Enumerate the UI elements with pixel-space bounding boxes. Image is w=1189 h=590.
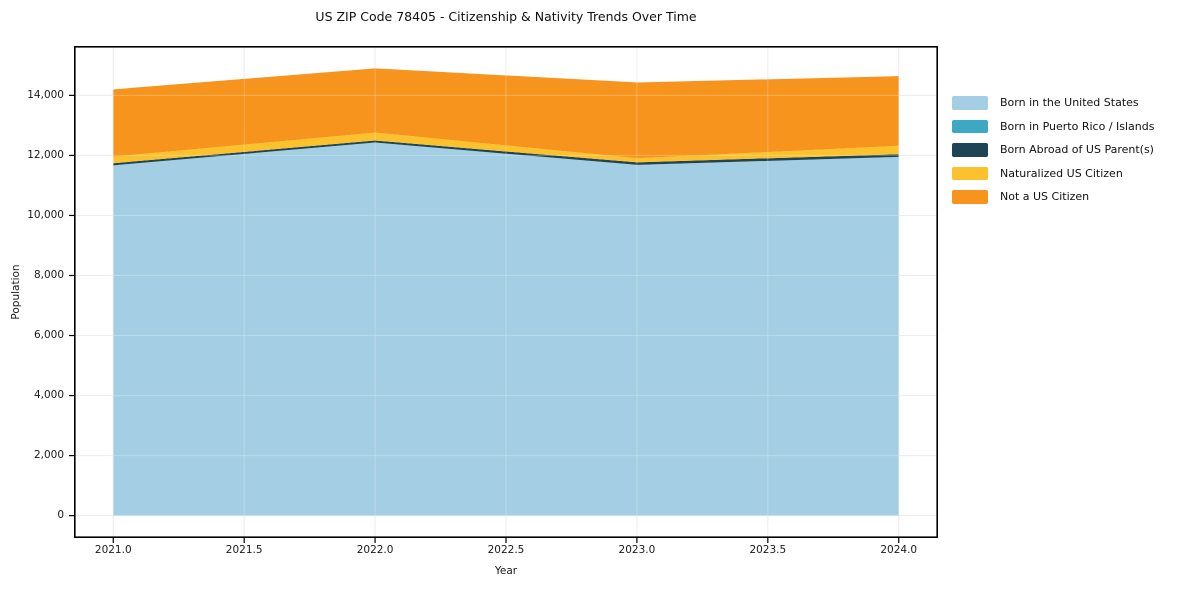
legend-swatch-born-pr (952, 119, 988, 133)
legend-label: Not a US Citizen (1000, 190, 1090, 204)
y-tick-label: 4,000 (33, 389, 64, 402)
legend-item-born-pr: Born in Puerto Rico / Islands (952, 119, 1155, 133)
x-axis-label: Year (494, 565, 518, 577)
plot-frame (74, 46, 939, 538)
y-tick-label: 2,000 (33, 449, 64, 462)
area-series-3 (113, 132, 899, 164)
legend-label: Naturalized US Citizen (1000, 166, 1123, 180)
legend: Born in the United States Born in Puerto… (952, 96, 1154, 214)
x-tick-label: 2021.5 (225, 544, 263, 556)
legend-swatch-not-citizen (952, 190, 988, 204)
area-series-4 (113, 68, 899, 159)
plot-area (69, 46, 939, 543)
y-tick-label: 0 (57, 509, 64, 522)
x-tick-label: 2022.0 (356, 544, 394, 556)
legend-item-naturalized: Naturalized US Citizen (952, 166, 1154, 180)
legend-item-not-citizen: Not a US Citizen (952, 190, 1154, 204)
area-series-0 (113, 142, 899, 516)
x-tick-label: 2023.0 (618, 544, 656, 556)
legend-label: Born Abroad of US Parent(s) (1000, 143, 1154, 157)
area-series-2 (113, 140, 899, 166)
legend-swatch-born-us (952, 96, 988, 110)
y-tick-label: 10,000 (27, 208, 64, 221)
legend-label: Born in the United States (1000, 96, 1139, 110)
y-tick-label: 14,000 (27, 88, 64, 101)
x-tick-label: 2024.0 (880, 544, 918, 556)
legend-item-born-abroad: Born Abroad of US Parent(s) (952, 143, 1154, 157)
y-tick-label: 8,000 (33, 268, 64, 281)
legend-label: Born in Puerto Rico / Islands (1000, 119, 1155, 133)
y-tick-label: 12,000 (27, 148, 64, 161)
legend-swatch-naturalized (952, 166, 988, 180)
y-tick-label: 6,000 (33, 329, 64, 342)
x-tick-label: 2022.5 (487, 544, 525, 556)
legend-swatch-born-abroad (952, 143, 988, 157)
legend-item-born-us: Born in the United States (952, 96, 1154, 110)
x-tick-label: 2023.5 (749, 544, 787, 556)
chart-title: US ZIP Code 78405 - Citizenship & Nativi… (315, 9, 697, 24)
x-tick-label: 2021.0 (94, 544, 132, 556)
